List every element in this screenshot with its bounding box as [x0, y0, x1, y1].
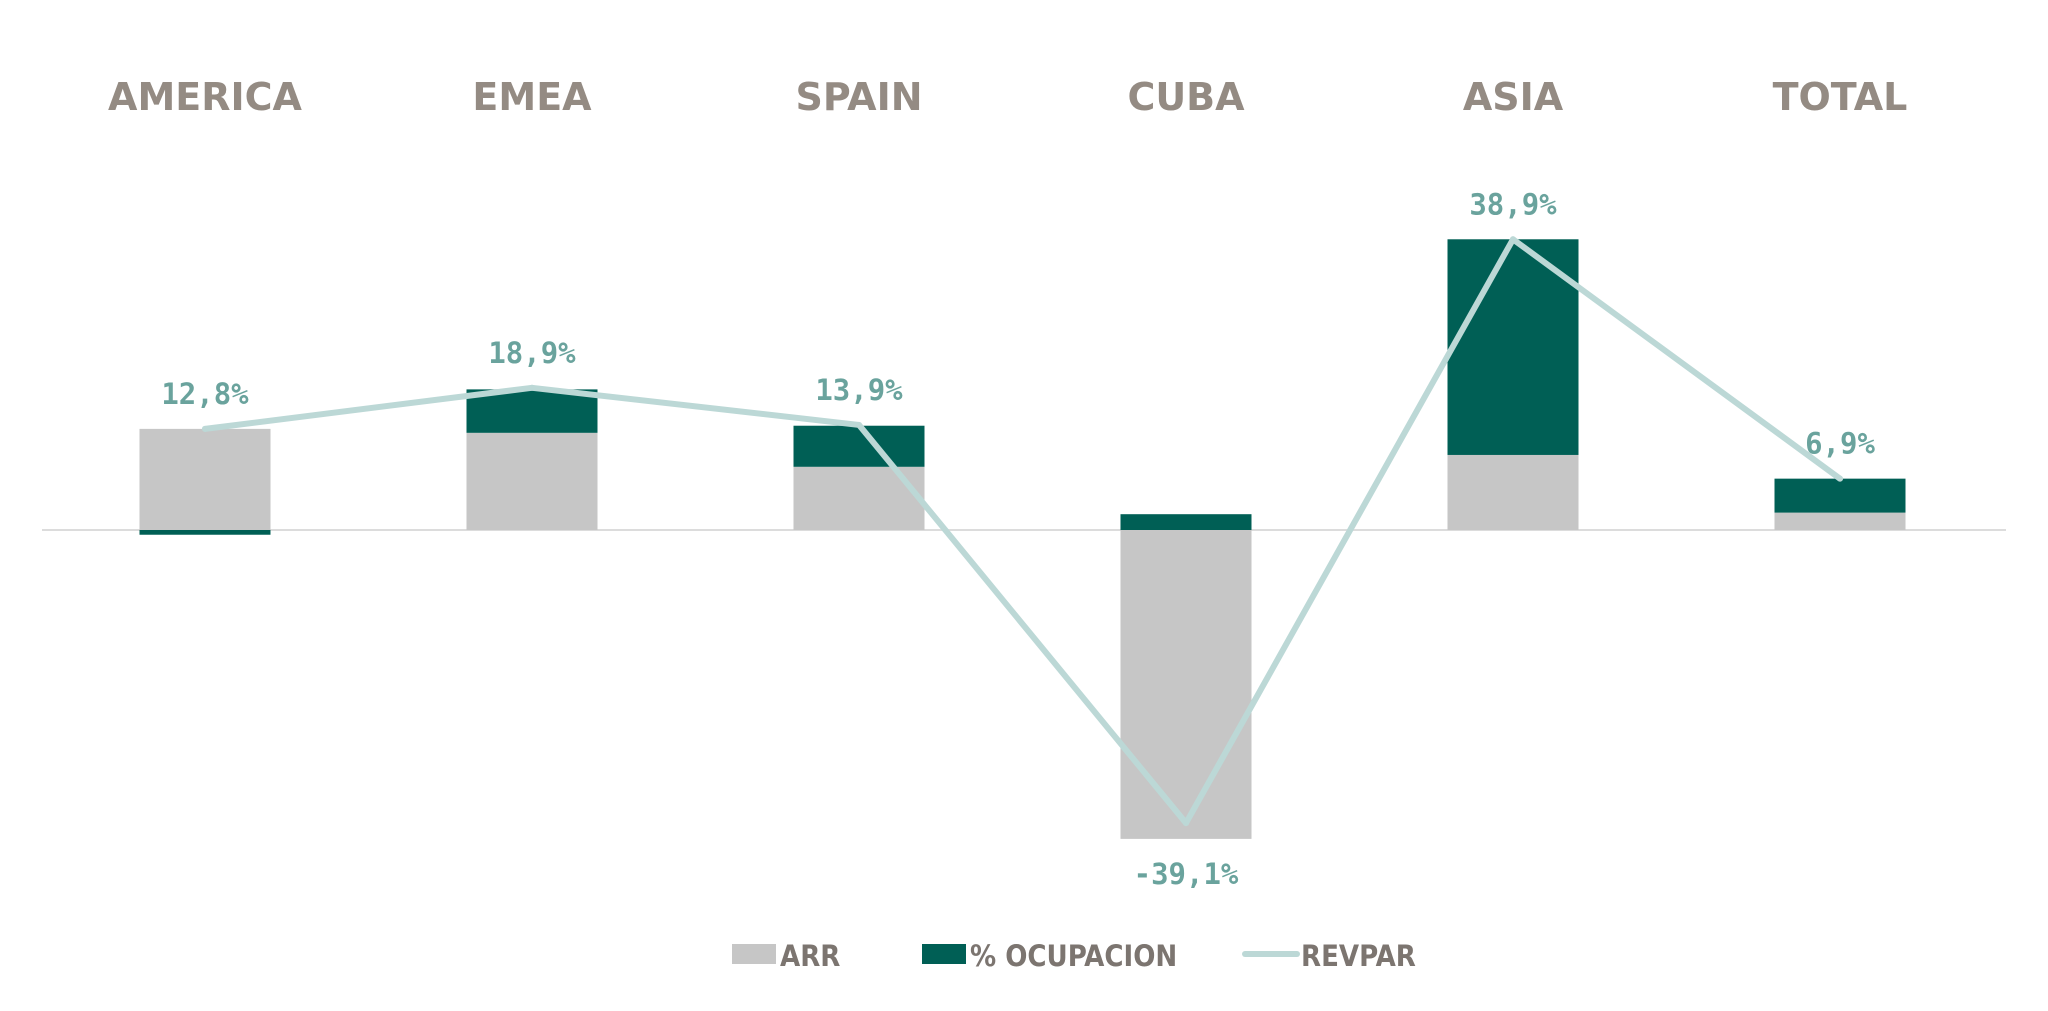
- data-label-spain: 13,9%: [815, 373, 903, 407]
- legend-item-arr: ARR: [732, 939, 840, 973]
- revpar-line-layer: [202, 236, 1843, 827]
- category-label-cuba: CUBA: [1127, 75, 1245, 119]
- bar-ocupacion-emea: [466, 389, 598, 433]
- bar-arr-asia: [1447, 454, 1579, 530]
- legend-item-ocupacion: % OCUPACION: [922, 939, 1177, 973]
- revpar-point-total: [1837, 475, 1843, 482]
- bar-arr-america: [139, 428, 271, 530]
- revpar-point-asia: [1510, 236, 1516, 243]
- data-label-cuba: -39,1%: [1134, 857, 1239, 891]
- data-label-total: 6,9%: [1805, 427, 1875, 461]
- category-labels: AMERICA EMEA SPAIN CUBA ASIA TOTAL: [108, 75, 1907, 119]
- revpar-line: [202, 236, 1843, 827]
- category-label-america: AMERICA: [108, 75, 302, 119]
- revpar-point-cuba: [1183, 820, 1189, 827]
- legend: ARR % OCUPACION REVPAR: [732, 939, 1416, 973]
- category-label-emea: EMEA: [472, 75, 592, 119]
- category-label-asia: ASIA: [1463, 75, 1564, 119]
- bar-ocupacion-spain: [793, 425, 925, 467]
- data-label-america: 12,8%: [161, 377, 249, 411]
- legend-item-revpar: REVPAR: [1242, 939, 1416, 973]
- bar-arr-total: [1774, 512, 1906, 530]
- bar-arr-emea: [466, 432, 598, 530]
- revpar-point-emea: [529, 384, 535, 391]
- category-label-total: TOTAL: [1773, 75, 1908, 119]
- legend-swatch-arr: [732, 944, 776, 964]
- bar-ocupacion-america: [139, 530, 271, 535]
- data-label-asia: 38,9%: [1469, 187, 1557, 221]
- data-labels: 12,8% 18,9% 13,9% -39,1% 38,9% 6,9%: [161, 187, 1875, 891]
- revpar-point-spain: [856, 421, 862, 428]
- legend-label-ocupacion: % OCUPACION: [970, 939, 1177, 973]
- data-label-emea: 18,9%: [488, 336, 576, 370]
- bar-ocupacion-cuba: [1120, 514, 1252, 530]
- legend-swatch-ocupacion: [922, 944, 966, 964]
- bar-ocupacion-asia: [1447, 239, 1579, 455]
- legend-label-revpar: REVPAR: [1301, 939, 1416, 973]
- bar-ocupacion-total: [1774, 478, 1906, 513]
- bar-arr-cuba: [1120, 530, 1252, 839]
- legend-label-arr: ARR: [780, 939, 840, 973]
- revpar-point-america: [202, 425, 208, 432]
- category-label-spain: SPAIN: [795, 75, 922, 119]
